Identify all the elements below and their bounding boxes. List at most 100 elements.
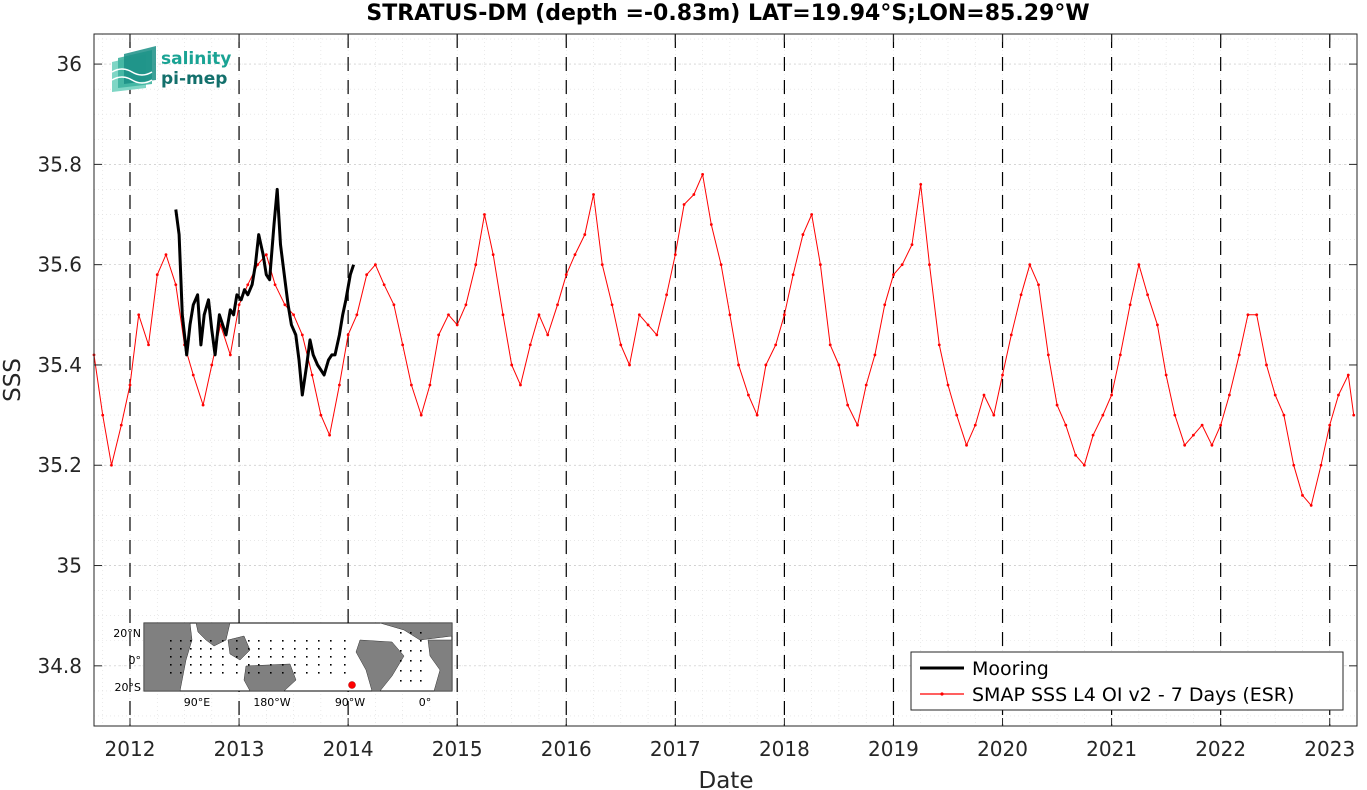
series-smap-point xyxy=(310,373,314,377)
legend-mooring-label: Mooring xyxy=(972,658,1049,680)
series-smap-point xyxy=(1282,413,1286,417)
series-smap-point xyxy=(501,313,505,317)
inset-buoy-dot xyxy=(400,632,402,634)
x-tick-label: 2014 xyxy=(323,737,374,761)
inset-buoy-dot xyxy=(282,664,284,666)
series-smap-point xyxy=(828,343,832,347)
series-smap-point xyxy=(319,413,323,417)
series-smap-point xyxy=(546,333,550,337)
inset-buoy-dot xyxy=(210,672,212,674)
series-smap-point xyxy=(719,263,723,267)
x-tick-label: 2016 xyxy=(541,737,592,761)
inset-buoy-dot xyxy=(420,670,422,672)
series-smap-point xyxy=(1128,303,1132,307)
series-smap-point xyxy=(1091,433,1095,437)
inset-buoy-dot xyxy=(294,640,296,642)
series-smap-point xyxy=(246,283,250,287)
series-smap-point xyxy=(737,363,740,367)
inset-buoy-dot xyxy=(400,640,402,642)
series-smap-point xyxy=(782,313,786,317)
series-smap-point xyxy=(328,433,331,437)
series-smap-point xyxy=(1173,413,1177,417)
inset-buoy-dot xyxy=(258,648,260,650)
series-smap-point xyxy=(846,403,850,407)
inset-buoy-dot xyxy=(330,648,332,650)
inset-lon-0: 0° xyxy=(419,696,432,709)
series-smap-point xyxy=(292,313,295,317)
y-tick-label: 35 xyxy=(57,554,82,578)
series-smap-point xyxy=(174,283,178,287)
series-smap-point xyxy=(928,263,931,267)
inset-buoy-dot xyxy=(410,632,412,634)
series-smap-point xyxy=(764,363,768,367)
series-layer xyxy=(92,173,1356,507)
inset-buoy-dot xyxy=(210,640,212,642)
series-smap-point xyxy=(1246,313,1250,317)
series-smap-point xyxy=(283,303,287,307)
series-smap-point xyxy=(837,363,841,367)
inset-buoy-dot xyxy=(410,680,412,682)
series-smap-point xyxy=(119,423,123,427)
series-smap-point xyxy=(883,303,887,307)
series-smap-point xyxy=(483,213,486,216)
inset-buoy-dot xyxy=(180,656,182,658)
inset-buoy-dot xyxy=(180,672,182,674)
y-tick-label: 36 xyxy=(57,52,82,76)
inset-buoy-dot xyxy=(222,656,224,658)
inset-buoy-dot xyxy=(420,660,422,662)
inset-buoy-dot xyxy=(270,672,272,674)
inset-lon-90e: 90°E xyxy=(184,696,210,709)
y-tick-label: 35.8 xyxy=(37,152,82,176)
logo-text-pimep: pi-mep xyxy=(161,69,227,89)
y-tick-label: 35.6 xyxy=(37,253,82,277)
inset-buoy-dot xyxy=(294,656,296,658)
series-smap-point xyxy=(564,273,568,277)
series-smap-point xyxy=(628,363,631,367)
inset-buoy-dot xyxy=(330,664,332,666)
series-smap-point xyxy=(1337,393,1340,397)
inset-buoy-dot xyxy=(248,648,250,650)
x-tick-label: 2012 xyxy=(105,737,156,761)
series-smap-point xyxy=(137,313,141,317)
inset-buoy-dot xyxy=(258,656,260,658)
inset-mooring-dots xyxy=(170,632,422,682)
inset-buoy-dot xyxy=(200,672,202,674)
inset-buoy-dot xyxy=(190,640,192,642)
inset-buoy-dot xyxy=(318,664,320,666)
inset-buoy-dot xyxy=(248,656,250,658)
inset-buoy-dot xyxy=(270,648,272,650)
plot-area: 34.8 35 35.2 35.4 35.6 35.8 36 2012 2013 2014 2015… xyxy=(37,33,1358,761)
series-smap-point xyxy=(191,373,195,377)
inset-buoy-dot xyxy=(318,640,320,642)
plot-frame xyxy=(93,33,1358,727)
inset-buoy-dot xyxy=(400,670,402,672)
series-smap-point xyxy=(1273,393,1277,397)
inset-buoy-dot xyxy=(200,664,202,666)
x-tick-label: 2022 xyxy=(1195,737,1246,761)
series-smap-point xyxy=(447,313,450,317)
inset-buoy-dot xyxy=(306,648,308,650)
y-axis-label: SSS xyxy=(0,358,26,402)
inset-buoy-dot xyxy=(420,650,422,652)
inset-buoy-dot xyxy=(170,648,172,650)
series-smap-point xyxy=(409,383,413,387)
series-smap-point xyxy=(592,193,595,196)
x-tick-label: 2021 xyxy=(1086,737,1137,761)
series-smap-point xyxy=(818,263,822,267)
inset-buoy-dot xyxy=(190,656,192,658)
inset-buoy-dot xyxy=(180,640,182,642)
series-smap-point xyxy=(864,383,868,387)
chart-title: STRATUS-DM (depth =-0.83m) LAT=19.94°S;L… xyxy=(366,1,1089,26)
year-boundary-lines xyxy=(129,34,1331,726)
series-smap-point xyxy=(1227,393,1231,397)
inset-buoy-dot xyxy=(344,656,346,658)
inset-buoy-dot xyxy=(410,650,412,652)
inset-lat-20s: 20°S xyxy=(115,681,141,694)
series-smap-point xyxy=(110,463,113,467)
series-smap-point xyxy=(147,343,150,347)
inset-buoy-dot xyxy=(236,640,238,642)
x-tick-label: 2018 xyxy=(759,737,810,761)
series-smap-point xyxy=(1101,413,1105,417)
series-smap-point xyxy=(1055,403,1059,407)
inset-lat-0: 0° xyxy=(129,654,142,667)
